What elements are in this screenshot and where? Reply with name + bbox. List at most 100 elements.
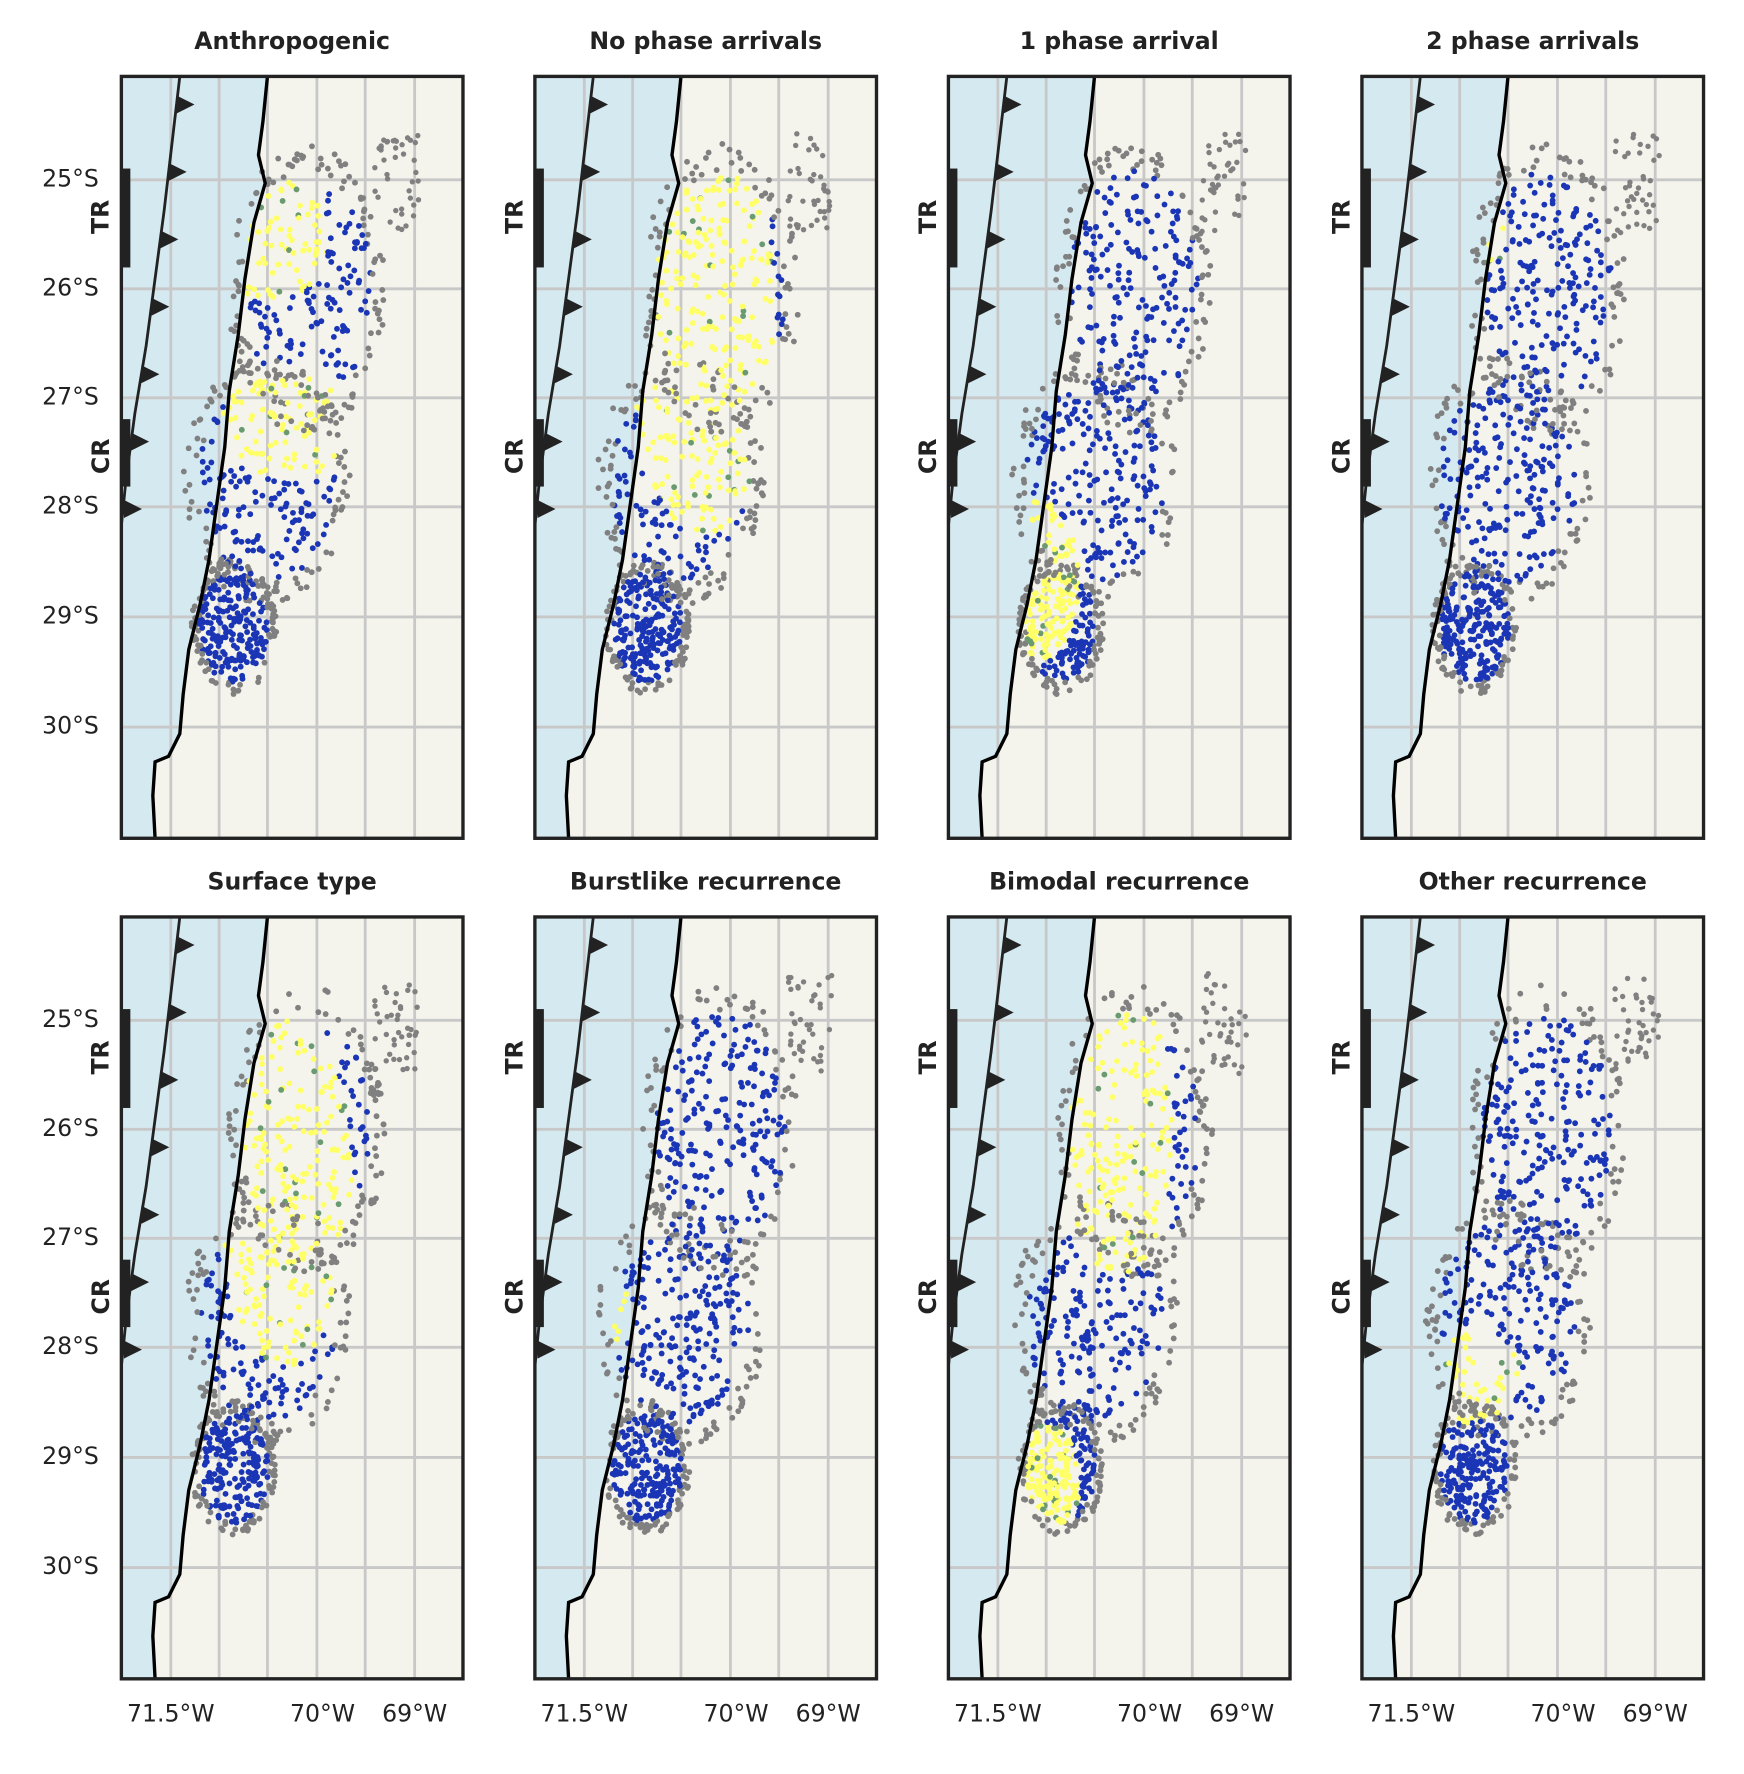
- event-dot: [725, 474, 732, 481]
- event-dot: [1095, 544, 1101, 551]
- event-dot: [310, 1056, 317, 1063]
- event-dot: [405, 987, 411, 994]
- event-dot: [807, 176, 814, 183]
- event-dot: [780, 263, 787, 270]
- event-dot: [207, 1444, 214, 1451]
- event-dot: [1531, 506, 1538, 512]
- event-dot: [186, 1287, 193, 1294]
- event-dot: [721, 392, 727, 399]
- event-dot: [269, 1208, 276, 1215]
- event-dot: [764, 259, 771, 266]
- event-dot: [342, 361, 349, 368]
- event-dot: [1538, 342, 1545, 349]
- coastline: [978, 76, 1097, 839]
- event-dot: [1442, 614, 1449, 621]
- event-dot: [1199, 197, 1205, 203]
- event-dot: [679, 234, 686, 241]
- event-dot: [722, 283, 728, 289]
- event-dot: [251, 594, 258, 601]
- event-dot: [1524, 284, 1531, 291]
- event-dot: [1539, 406, 1546, 413]
- event-dot: [1484, 476, 1491, 483]
- event-dot: [636, 660, 643, 667]
- event-dot: [771, 214, 778, 221]
- event-dot: [313, 1105, 320, 1112]
- event-dot: [1595, 228, 1602, 235]
- event-dot: [226, 1480, 233, 1487]
- event-dot: [315, 281, 322, 287]
- event-dot: [213, 1451, 220, 1458]
- event-dot: [1559, 433, 1566, 440]
- event-dot: [1041, 642, 1047, 649]
- event-dot: [280, 421, 286, 428]
- event-dot: [1470, 583, 1477, 589]
- event-dot: [732, 488, 739, 494]
- event-dot: [1485, 624, 1492, 631]
- event-dot: [266, 1378, 273, 1384]
- event-dot: [215, 1256, 222, 1263]
- event-dot: [224, 1511, 231, 1518]
- event-dot: [1510, 430, 1517, 437]
- event-dot: [359, 1046, 366, 1053]
- event-dot: [709, 251, 716, 258]
- event-dot: [732, 186, 739, 193]
- event-dot: [233, 537, 240, 543]
- event-dot: [200, 1384, 206, 1391]
- event-dot: [1106, 435, 1113, 442]
- event-dot: [304, 211, 311, 218]
- event-dot: [325, 1181, 332, 1188]
- event-dot: [1169, 220, 1176, 227]
- event-dot: [1072, 628, 1079, 635]
- event-dot: [1485, 551, 1492, 558]
- event-dot: [1507, 414, 1514, 421]
- event-dot: [1039, 547, 1046, 554]
- event-dot: [1129, 558, 1136, 565]
- event-dot: [737, 361, 744, 368]
- event-dot: [821, 209, 827, 215]
- event-dot: [264, 584, 271, 591]
- event-dot: [715, 577, 722, 584]
- event-dot: [391, 1056, 397, 1063]
- event-dot: [260, 390, 267, 397]
- event-dot: [198, 1495, 205, 1502]
- event-dot: [1097, 273, 1104, 280]
- event-dot: [1540, 215, 1547, 222]
- event-dot: [1577, 159, 1584, 165]
- event-dot: [752, 338, 759, 345]
- event-dot: [223, 629, 229, 636]
- event-dot: [1066, 537, 1073, 544]
- event-dot: [1130, 194, 1137, 201]
- event-dot: [311, 417, 318, 424]
- event-dot: [250, 1190, 256, 1197]
- event-dot: [1131, 540, 1137, 547]
- event-dot: [656, 233, 663, 240]
- event-dot: [694, 274, 701, 281]
- event-dot: [261, 624, 268, 631]
- event-dot: [1198, 274, 1205, 281]
- event-dot: [236, 1493, 243, 1500]
- event-dot: [1503, 246, 1510, 253]
- event-dot: [340, 489, 346, 495]
- panel-title: 1 phase arrival: [1020, 27, 1219, 55]
- event-dot: [700, 557, 707, 563]
- event-dot: [1097, 630, 1104, 637]
- event-dot: [1150, 467, 1157, 474]
- lon-label: 71.5°W: [127, 1699, 215, 1727]
- event-dot: [1592, 217, 1599, 224]
- event-dot: [263, 1354, 269, 1361]
- event-dot: [204, 403, 211, 410]
- event-dot: [205, 1518, 212, 1525]
- event-dot: [689, 600, 696, 607]
- event-dot: [1134, 517, 1141, 524]
- event-dot: [1159, 531, 1166, 538]
- event-dot: [1583, 280, 1590, 286]
- event-dot: [1457, 400, 1464, 407]
- event-dot: [303, 1392, 310, 1398]
- event-dot: [246, 597, 253, 604]
- event-dot: [663, 337, 669, 344]
- event-dot: [752, 397, 759, 404]
- event-dot: [672, 533, 679, 540]
- event-dot: [203, 659, 210, 666]
- event-dot: [285, 1224, 292, 1231]
- event-dot: [1513, 446, 1520, 453]
